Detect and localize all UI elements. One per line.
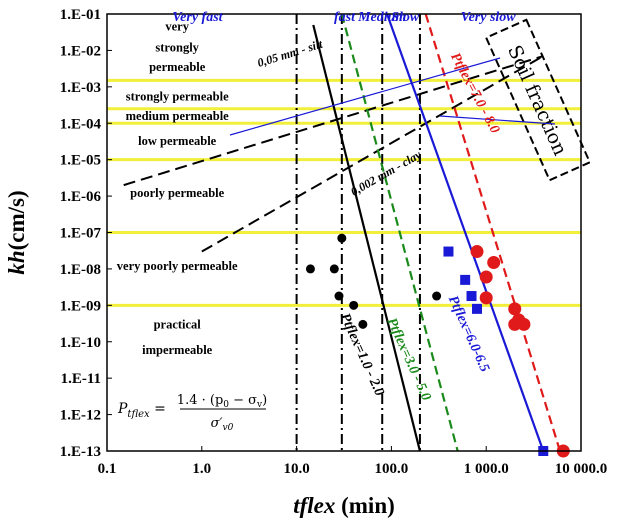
data-point	[470, 245, 484, 259]
y-tick-label: 1.E-09	[60, 298, 101, 314]
data-point	[358, 319, 368, 329]
speed-label: Medium	[357, 10, 406, 25]
series-line	[424, 14, 562, 451]
y-tick-label: 1.E-11	[61, 371, 101, 387]
data-point	[334, 291, 344, 301]
data-point	[349, 300, 359, 310]
data-point	[508, 302, 522, 316]
y-tick-label: 1.E-10	[60, 335, 101, 351]
y-axis-label: kh(cm/s)	[4, 190, 29, 274]
zone-label: strongly	[155, 41, 199, 55]
zone-label: low permeable	[138, 134, 217, 148]
speed-label: Very fast	[172, 10, 223, 25]
x-tick-label: 1.0	[192, 461, 211, 477]
zone-label: impermeable	[142, 343, 213, 357]
y-tick-label: 1.E-04	[60, 116, 102, 132]
soil-fraction-line-label: 0,002 mm - clay	[348, 147, 424, 199]
y-tick-label: 1.E-06	[60, 189, 102, 205]
soil-fraction-line	[123, 55, 544, 187]
soil-fraction-line	[201, 55, 544, 253]
zone-label: strongly permeable	[126, 89, 229, 103]
data-point	[337, 233, 347, 243]
y-tick-label: 1.E-02	[60, 43, 101, 59]
formula-lhs: Ptflex =	[117, 401, 166, 420]
data-point	[479, 291, 493, 305]
data-point	[460, 274, 471, 285]
data-point	[479, 270, 493, 284]
soil-fraction-line-label: 0,05 mm - silt	[256, 37, 325, 70]
zone-label: practical	[154, 317, 202, 331]
zone-label: medium permeable	[126, 109, 230, 123]
data-point	[508, 317, 522, 331]
formula-denominator: σ′v0	[211, 416, 234, 433]
data-point	[517, 317, 531, 331]
x-tick-label: 0.1	[98, 461, 117, 477]
series-line	[312, 24, 422, 451]
x-axis-label: tflex (min)	[293, 493, 395, 518]
y-tick-label: 1.E-07	[60, 226, 102, 242]
y-tick-label: 1.E-08	[60, 262, 101, 278]
zone-label: poorly permeable	[130, 186, 225, 200]
data-point	[305, 264, 315, 274]
soil-fraction-box: Soil fraction	[484, 18, 592, 182]
soil-fraction-frame	[484, 18, 592, 182]
x-tick-label: 100.0	[375, 461, 409, 477]
data-point	[472, 303, 483, 314]
x-tick-label: 10.0	[283, 461, 309, 477]
y-tick-label: 1.E-12	[60, 408, 101, 424]
pointer-line	[229, 57, 501, 136]
speed-label: Very slow	[461, 10, 517, 25]
series-line	[340, 14, 459, 451]
x-tick-label: 1 000.0	[464, 461, 509, 477]
formula-numerator: 1.4 · (p0 − σv)	[177, 393, 267, 410]
data-point	[443, 246, 454, 257]
zone-label: very poorly permeable	[117, 259, 238, 273]
y-tick-label: 1.E-01	[60, 7, 101, 23]
data-point	[432, 291, 442, 301]
speed-label: Slow	[391, 10, 420, 25]
data-point	[329, 264, 339, 274]
y-tick-label: 1.E-13	[60, 444, 101, 460]
data-point	[466, 291, 477, 302]
data-point	[487, 256, 501, 270]
series-line	[386, 14, 545, 451]
speed-label: fast	[334, 10, 356, 25]
y-tick-label: 1.E-05	[60, 153, 101, 169]
y-tick-label: 1.E-03	[60, 80, 101, 96]
x-tick-label: 10 000.0	[555, 461, 608, 477]
zone-label: permeable	[149, 60, 206, 74]
pointer-line	[439, 115, 556, 125]
zone-label: very	[165, 20, 189, 34]
